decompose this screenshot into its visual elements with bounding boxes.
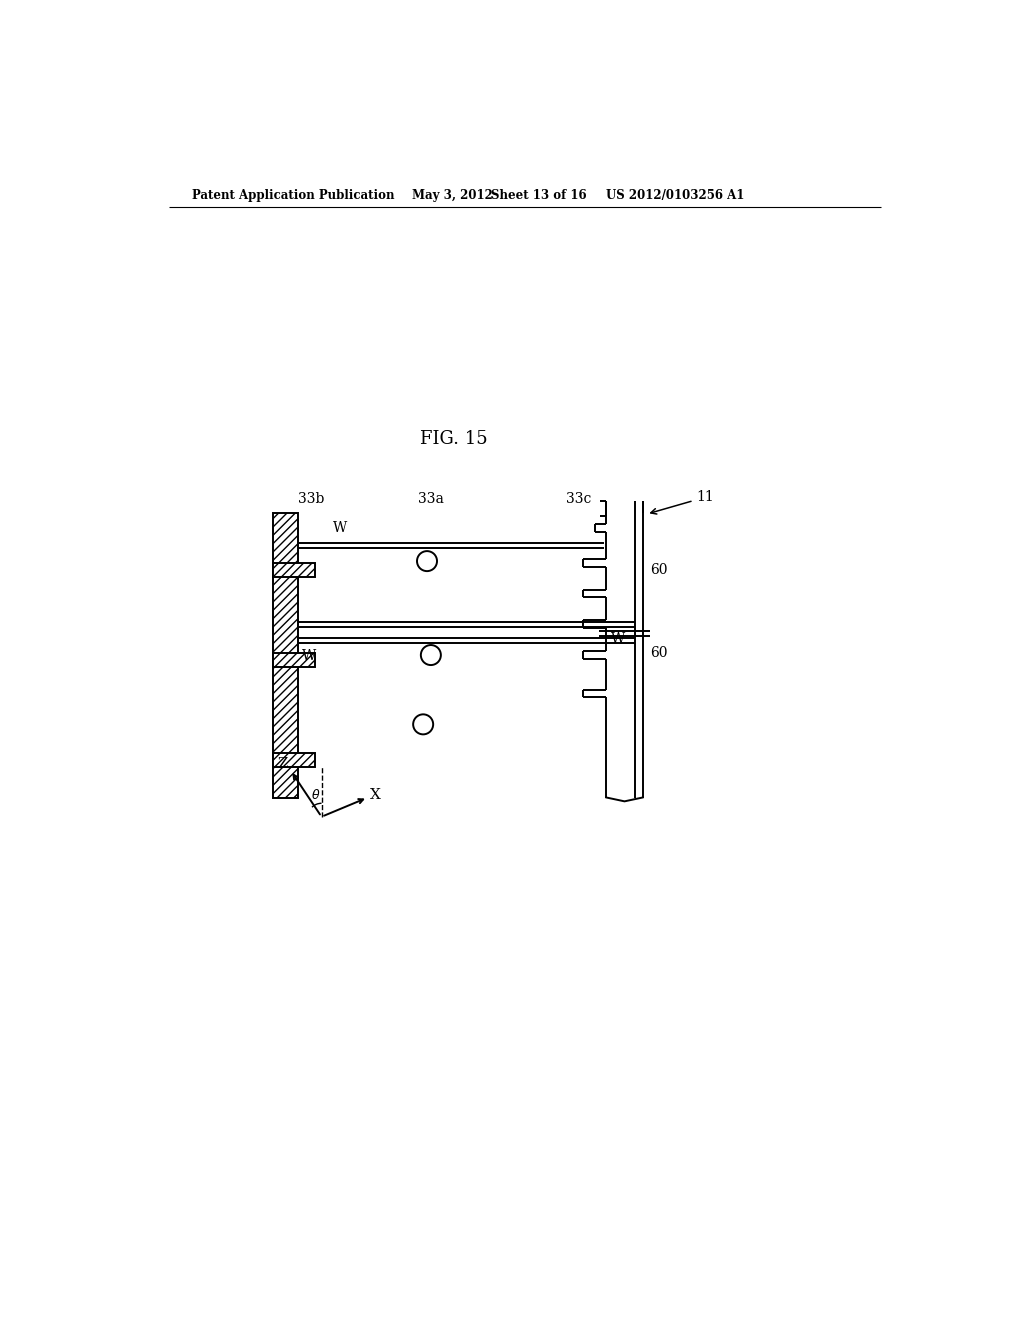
Text: May 3, 2012: May 3, 2012 — [412, 189, 493, 202]
Bar — [273, 653, 315, 667]
Text: X: X — [370, 788, 381, 803]
Text: W: W — [333, 521, 347, 535]
Text: Sheet 13 of 16: Sheet 13 of 16 — [490, 189, 587, 202]
Text: W: W — [611, 632, 625, 645]
Bar — [273, 564, 315, 577]
Bar — [273, 752, 315, 767]
Text: FIG. 15: FIG. 15 — [420, 430, 487, 449]
Text: 60: 60 — [650, 564, 668, 577]
Text: US 2012/0103256 A1: US 2012/0103256 A1 — [605, 189, 744, 202]
Text: 33a: 33a — [418, 492, 443, 507]
Text: 60: 60 — [650, 645, 668, 660]
Text: Z: Z — [278, 758, 289, 771]
Text: W: W — [302, 649, 316, 663]
Text: 11: 11 — [651, 490, 715, 513]
Text: Patent Application Publication: Patent Application Publication — [193, 189, 394, 202]
Bar — [273, 512, 298, 797]
Text: 33c: 33c — [566, 492, 592, 507]
Text: $\theta$: $\theta$ — [310, 788, 321, 803]
Text: 33b: 33b — [298, 492, 325, 507]
